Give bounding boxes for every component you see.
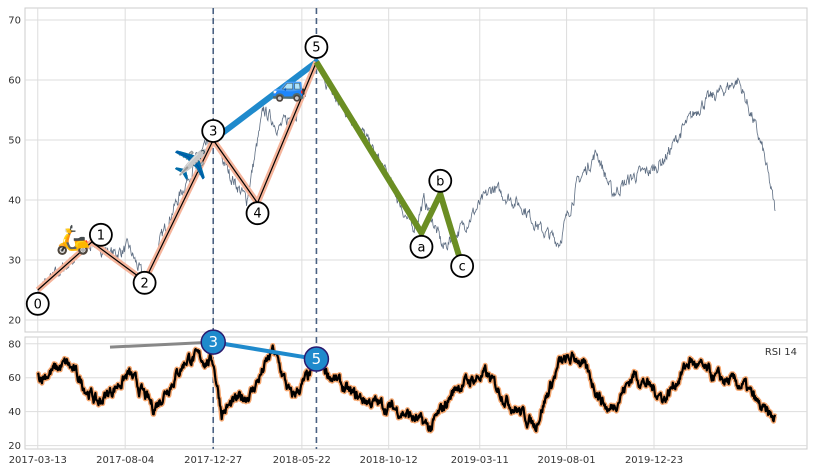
price-y-tick-label: 20 xyxy=(8,316,21,327)
wave-label-c: c xyxy=(450,254,475,278)
rsi-series-line xyxy=(36,344,777,433)
price-y-tick-label: 60 xyxy=(8,76,21,87)
wave-label-text: 1 xyxy=(97,228,105,243)
car-icon: 🚙 xyxy=(272,70,307,103)
x-tick-label: 2017-03-13 xyxy=(9,455,67,466)
wave-label-text: b xyxy=(436,174,444,189)
rsi-y-tick-label: 80 xyxy=(8,339,21,350)
wave-label-circle xyxy=(245,201,270,226)
wave-label-circle xyxy=(201,119,226,143)
wave-label-2: 2 xyxy=(132,270,157,295)
wave-label-text: a xyxy=(417,240,425,255)
wave-label-5: 5 xyxy=(304,35,329,59)
price-y-tick-label: 70 xyxy=(8,16,21,27)
scooter-icon: 🛵 xyxy=(56,223,91,256)
wave-label-b: b xyxy=(428,168,453,193)
wave-label-text: 4 xyxy=(253,207,261,222)
rsi-reference-line xyxy=(109,340,214,349)
rsi-y-tick-label: 20 xyxy=(8,441,21,452)
rsi-marker-text: 3 xyxy=(208,333,218,351)
wave-degree-line xyxy=(210,59,320,143)
rsi-y-tick-label: 40 xyxy=(8,407,21,418)
wave-label-1: 1 xyxy=(88,222,113,247)
wave-label-text: 2 xyxy=(140,276,148,291)
wave-impulse-line xyxy=(37,61,317,291)
rsi-marker-3: 3 xyxy=(200,329,226,355)
x-tick-label: 2018-10-12 xyxy=(360,455,418,466)
x-tick-label: 2019-12-23 xyxy=(625,455,683,466)
x-tick-label: 2019-03-11 xyxy=(451,455,509,466)
wave-label-circle xyxy=(132,270,157,295)
rsi-legend-label: RSI 14 xyxy=(765,347,797,358)
x-tick-label: 2019-08-01 xyxy=(538,455,596,466)
wave-label-circle xyxy=(428,168,453,193)
rsi-marker-circle xyxy=(200,329,226,355)
wave-label-3: 3 xyxy=(201,119,226,143)
rsi-marker-text: 5 xyxy=(312,350,322,368)
rsi-marker-5: 5 xyxy=(303,346,330,372)
wave-label-circle xyxy=(25,291,50,316)
wave-label-text: 0 xyxy=(34,297,42,312)
price-series-line xyxy=(37,52,776,296)
wave-label-0: 0 xyxy=(25,291,50,316)
rsi-y-tick-label: 60 xyxy=(8,373,21,384)
wave-label-text: 5 xyxy=(312,41,320,56)
rsi-divergence-line xyxy=(212,340,317,362)
wave-label-circle xyxy=(304,35,329,59)
x-tick-label: 2017-08-04 xyxy=(96,455,154,466)
wave-corrective-line xyxy=(313,60,465,267)
wave-label-circle xyxy=(450,254,475,278)
price-y-tick-label: 40 xyxy=(8,196,21,207)
price-y-tick-label: 50 xyxy=(8,136,21,147)
rsi-marker-circle xyxy=(303,346,330,372)
price-y-tick-label: 30 xyxy=(8,256,21,267)
x-tick-label: 2017-12-27 xyxy=(184,455,242,466)
airplane-icon: ✈️ xyxy=(173,147,208,181)
x-tick-label: 2018-05-22 xyxy=(273,455,331,466)
wave-label-a: a xyxy=(409,234,434,259)
wave-label-text: 3 xyxy=(209,125,217,140)
wave-label-circle xyxy=(409,234,434,259)
wave-label-4: 4 xyxy=(245,201,270,226)
wave-label-text: c xyxy=(459,260,466,275)
wave-label-circle xyxy=(88,222,113,247)
rsi-panel-frame xyxy=(24,336,808,450)
